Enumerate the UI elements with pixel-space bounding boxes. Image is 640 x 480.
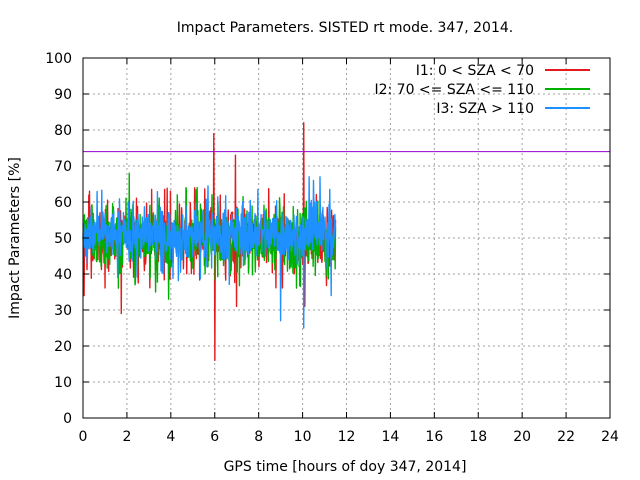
y-axis-label: Impact Parameters [%] bbox=[7, 157, 23, 319]
y-tick-label: 40 bbox=[54, 267, 72, 283]
x-tick-label: 4 bbox=[166, 429, 175, 445]
x-tick-label: 12 bbox=[338, 429, 356, 445]
series-layer bbox=[82, 122, 337, 362]
y-tick-label: 90 bbox=[54, 87, 72, 103]
legend-label-1: I1: 0 < SZA < 70 bbox=[416, 63, 534, 79]
x-tick-label: 2 bbox=[122, 429, 131, 445]
x-tick-label: 22 bbox=[557, 429, 575, 445]
x-tick-label: 18 bbox=[469, 429, 487, 445]
x-ticks: 0 2 4 6 8 10 12 14 16 18 20 22 24 bbox=[79, 58, 619, 445]
y-tick-label: 100 bbox=[45, 51, 72, 67]
x-tick-label: 0 bbox=[79, 429, 88, 445]
y-ticks: 0 10 20 30 40 50 60 70 80 90 100 bbox=[45, 51, 610, 427]
x-tick-label: 6 bbox=[210, 429, 219, 445]
x-axis-label: GPS time [hours of doy 347, 2014] bbox=[224, 459, 467, 475]
x-tick-label: 10 bbox=[294, 429, 312, 445]
legend-label-3: I3: SZA > 110 bbox=[436, 101, 534, 117]
y-tick-label: 70 bbox=[54, 159, 72, 175]
y-tick-label: 60 bbox=[54, 195, 72, 211]
legend: I1: 0 < SZA < 70 I2: 70 <= SZA <= 110 I3: … bbox=[374, 63, 590, 117]
x-tick-label: 14 bbox=[382, 429, 400, 445]
x-tick-label: 8 bbox=[254, 429, 263, 445]
chart-title: Impact Parameters. SISTED rt mode. 347, … bbox=[177, 20, 513, 36]
legend-label-2: I2: 70 <= SZA <= 110 bbox=[374, 82, 534, 98]
x-tick-label: 16 bbox=[425, 429, 443, 445]
x-tick-label: 24 bbox=[601, 429, 619, 445]
y-tick-label: 30 bbox=[54, 303, 72, 319]
x-tick-label: 20 bbox=[513, 429, 531, 445]
series-line-3 bbox=[82, 176, 337, 329]
y-tick-label: 80 bbox=[54, 123, 72, 139]
y-tick-label: 50 bbox=[54, 231, 72, 247]
y-tick-label: 0 bbox=[63, 411, 72, 427]
y-tick-label: 10 bbox=[54, 375, 72, 391]
y-tick-label: 20 bbox=[54, 339, 72, 355]
